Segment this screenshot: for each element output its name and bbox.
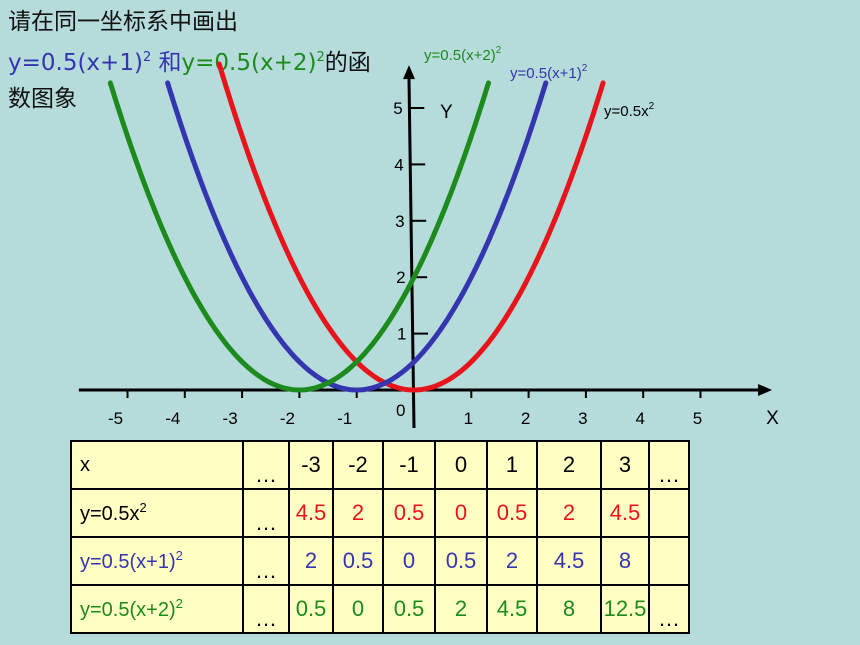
table-cell: 3 [600,440,650,490]
row-header: x [70,440,244,490]
table-cell: 4.5 [600,488,650,538]
value-table-body: x… -3 -2 -1 0 1 2 3… y=0.5x2… 4.5 2 0.5 0 0.5 2 4.5 y=0.… [70,440,690,634]
table-cell: 0.5 [288,584,334,634]
table-row: x… -3 -2 -1 0 1 2 3… [70,440,690,490]
instruction-line-1: 请在同一坐标系中画出 [8,9,238,35]
y-tick-label: 1 [397,325,406,344]
row-header: y=0.5x2 [70,488,244,538]
instruction-line-2: y=0.5(x+1)2 和y=0.5(x+2)2的函 [8,40,371,81]
table-cell: … [648,440,690,490]
x-tick-label: -2 [280,409,295,428]
x-tick-label: -4 [165,409,180,428]
table-cell: 8 [600,536,650,586]
table-cell [648,488,690,538]
curve-label: y=0.5(x+2)2 [424,45,502,64]
table-cell: … [242,488,290,538]
x-tick-label: -3 [223,409,238,428]
table-cell: 0 [332,584,384,634]
x-tick-label: 5 [693,409,702,428]
y-axis-title: Y [440,102,453,123]
table-cell: 0.5 [486,488,538,538]
row-header: y=0.5(x+2)2 [70,584,244,634]
curve-group [107,61,606,393]
table-cell: -3 [288,440,334,490]
y-tick-label: 2 [396,268,405,287]
x-tick-label: 3 [578,409,587,428]
table-cell: 8 [536,584,602,634]
y-tick-label: 5 [393,99,402,118]
table-row: y=0.5(x+2)2… 0.5 0 0.5 2 4.5 8 12.5… [70,584,690,634]
table-cell: 4.5 [486,584,538,634]
table-cell: 2 [434,584,488,634]
x-tick-label: -5 [108,409,123,428]
table-cell: … [648,584,690,634]
table-cell: 12.5 [600,584,650,634]
parabola-curve [216,61,606,393]
instruction-text: 请在同一坐标系中画出 y=0.5(x+1)2 和y=0.5(x+2)2的函 数图… [8,4,371,117]
x-axis-title: X [766,408,779,429]
table-cell: -2 [332,440,384,490]
curve-label-group: y=0.5x2 y=0.5(x+1)2 y=0.5(x+2)2 [424,45,655,120]
table-cell: 0 [382,536,436,586]
x-tick-group: -5 -4 -3 -2 -1 1 2 3 4 5 [108,390,702,428]
connector-text: 和 [151,50,182,76]
table-cell: 2 [288,536,334,586]
equation-shift-2: y=0.5(x+2)2 [181,50,325,76]
table-cell: … [242,584,290,634]
parabola-curve [165,80,549,393]
y-tick-label: 3 [395,212,404,231]
table-cell: 1 [486,440,538,490]
table-cell: 2 [536,488,602,538]
instruction-line-3: 数图象 [8,86,77,112]
table-cell: 0.5 [332,536,384,586]
y-tick-group: 1 2 3 4 5 [393,99,429,344]
origin-label: 0 [396,401,405,420]
function-graph: -5 -4 -3 -2 -1 1 2 3 4 5 1 2 3 4 5 y=0.5x2 y=0.5(x+1)2… [78,45,779,429]
row-header: y=0.5(x+1)2 [70,536,244,586]
table-cell: 0 [434,488,488,538]
table-cell: 4.5 [536,536,602,586]
table-cell: … [242,536,290,586]
y-axis-arrow [403,65,415,80]
x-tick-label: 4 [635,409,644,428]
table-cell: 0.5 [434,536,488,586]
table-row: y=0.5(x+1)2… 2 0.5 0 0.5 2 4.5 8 [70,536,690,586]
x-tick-label: 2 [521,409,530,428]
table-cell: 2 [332,488,384,538]
curve-label: y=0.5(x+1)2 [510,63,588,82]
curve-label: y=0.5x2 [604,101,655,120]
table-cell: 2 [536,440,602,490]
table-cell: 2 [486,536,538,586]
table-cell [648,536,690,586]
equation-shift-1: y=0.5(x+1)2 [8,50,152,76]
table-row: y=0.5x2… 4.5 2 0.5 0 0.5 2 4.5 [70,488,690,538]
table-cell: -1 [382,440,436,490]
parabola-curve [107,80,491,393]
value-table: x… -3 -2 -1 0 1 2 3… y=0.5x2… 4.5 2 0.5 0 0.5 2 4.5 y=0.… [70,440,690,634]
y-axis [407,79,416,429]
x-axis-arrow [758,384,773,396]
table-cell: 0 [434,440,488,490]
table-cell: 0.5 [382,488,436,538]
table-cell: 0.5 [382,584,436,634]
table-cell: … [242,440,290,490]
y-tick-label: 4 [394,155,403,174]
x-tick-label: 1 [464,409,473,428]
table-cell: 4.5 [288,488,334,538]
title-tail: 的函 [324,50,371,76]
x-tick-label: -1 [337,409,352,428]
